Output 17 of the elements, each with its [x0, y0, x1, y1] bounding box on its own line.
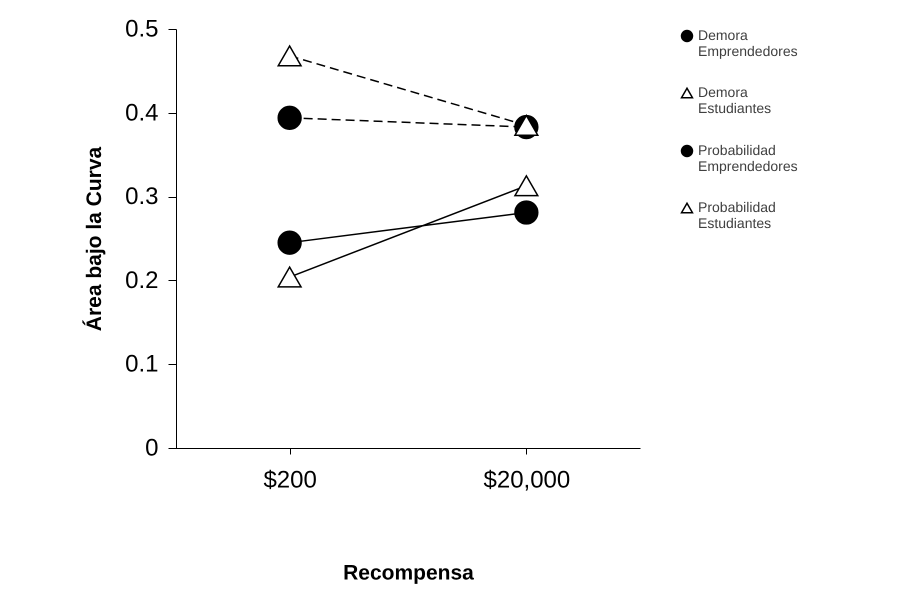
legend-label: Demora Emprendedores: [698, 27, 798, 59]
legend-label: Probabilidad Emprendedores: [698, 142, 798, 174]
y-tick-label: 0.4: [125, 99, 158, 126]
point: [514, 200, 539, 225]
legend-label: Demora Estudiantes: [698, 84, 772, 116]
x-tick-label: $200: [263, 466, 317, 494]
point: [277, 106, 302, 130]
legend-label: Probabilidad Estudiantes: [698, 199, 776, 231]
y-tick-label: 0.5: [125, 16, 158, 42]
y-tick-label: 0.2: [125, 266, 158, 294]
point: [277, 230, 302, 255]
y-tick-label: 0.3: [125, 183, 158, 210]
y-tick-label: 0: [145, 434, 158, 462]
y-axis-title: Área bajo la Curva: [82, 146, 106, 332]
x-axis-title: Recompensa: [343, 562, 474, 584]
y-tick-label: 0.1: [125, 350, 158, 378]
x-tick-label: $20,000: [483, 466, 570, 494]
